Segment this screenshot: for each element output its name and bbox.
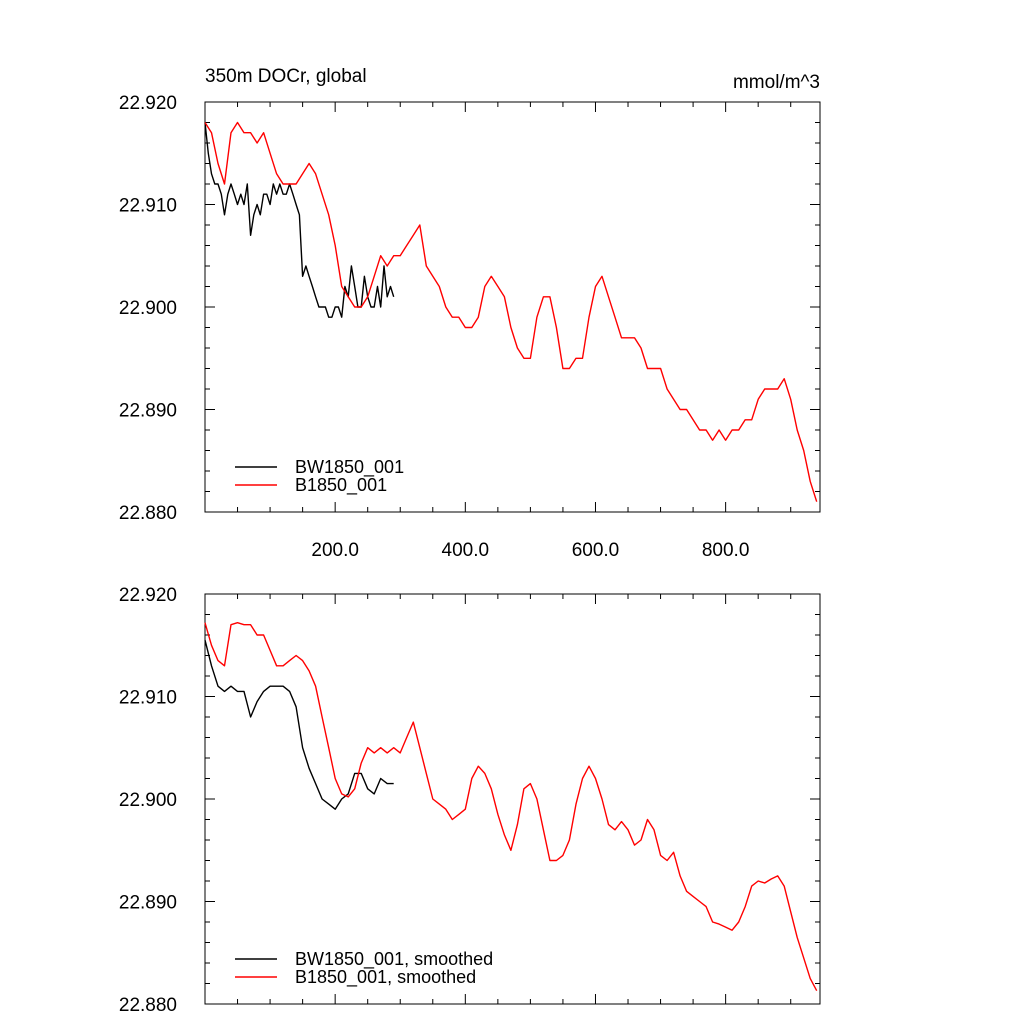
legend-label: BW1850_001, smoothed xyxy=(295,949,493,970)
x-tick-label: 800.0 xyxy=(702,540,750,561)
plot-frame xyxy=(204,593,821,1005)
chart-title: 350m DOCr, global xyxy=(205,66,367,87)
y-tick-label: 22.900 xyxy=(119,790,177,811)
x-tick-label: 400.0 xyxy=(442,540,490,561)
legend-label: BW1850_001 xyxy=(295,457,404,478)
y-tick-label: 22.910 xyxy=(119,688,177,709)
x-tick-label: 200.0 xyxy=(311,540,359,561)
panel-bottom: 22.880 22.890 22.900 22.910 22.920 BW1850_001… xyxy=(119,585,821,1016)
y-tick-label: 22.900 xyxy=(119,298,177,319)
legend-label: B1850_001 xyxy=(295,475,387,496)
y-tick-label: 22.890 xyxy=(119,893,177,914)
legend-label: B1850_001, smoothed xyxy=(295,967,476,988)
x-tick-label: 600.0 xyxy=(572,540,620,561)
y-tick-label: 22.920 xyxy=(119,93,177,114)
series-line-b1850 xyxy=(204,622,818,992)
y-tick-label: 22.920 xyxy=(119,585,177,606)
plot-frame xyxy=(204,101,821,513)
y-tick-label: 22.910 xyxy=(119,196,177,217)
series-line-bw1850 xyxy=(204,639,394,810)
y-tick-label: 22.890 xyxy=(119,401,177,422)
units-label: mmol/m^3 xyxy=(733,72,820,93)
panel-top: 200.0 400.0 600.0 800.0 22.880 22.890 22.900 22… xyxy=(119,66,821,561)
y-tick-label: 22.880 xyxy=(119,503,177,524)
series-line-bw1850 xyxy=(204,122,395,318)
y-tick-label: 22.880 xyxy=(119,995,177,1016)
series-line-b1850 xyxy=(204,121,818,502)
